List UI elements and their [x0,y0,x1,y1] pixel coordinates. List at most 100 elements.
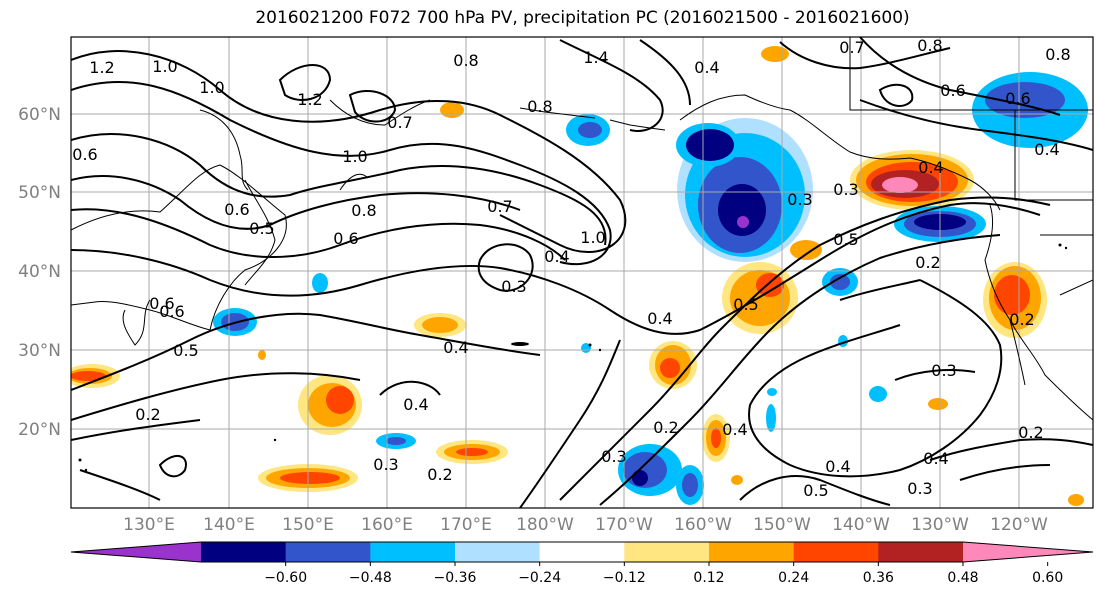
contour-label: 0.6 [333,229,358,248]
contour-label: 1.0 [152,57,177,76]
graticule [71,37,1093,508]
colorbar-extend-min [71,542,201,562]
lon-label: 140°E [203,515,255,535]
contour-label: 1.2 [89,58,114,77]
contour-label: 0.3 [373,455,398,474]
contour-label: 0.4 [443,338,468,357]
lon-label: 180°W [516,515,574,535]
contour-label: 0.2 [427,465,452,484]
contour-label: 0.2 [135,405,160,424]
lon-label: 130°W [911,515,969,535]
lon-label: 120°W [990,515,1048,535]
contour-label: 0.6 [72,145,97,164]
latitude-labels: 60°N 50°N 40°N 30°N 20°N [18,105,61,440]
lon-label: 170°E [440,515,492,535]
lat-label: 30°N [18,341,61,361]
map-area: 1.2 1.0 1.0 1.2 0.8 1.4 0.8 0.4 0.7 0.8 … [71,36,1093,508]
contour-label: 0.3 [501,277,526,296]
colorbar-tick-label: 0.36 [863,570,894,586]
contour-label: 0.6 [1005,89,1030,108]
lat-label: 50°N [18,183,61,203]
colorbar: −0.60 −0.48 −0.36 −0.24 −0.12 0.12 0.24 0.36 0.4… [70,541,1094,586]
colorbar-tick-label: −0.36 [434,570,477,586]
contour-label: 0.8 [453,51,478,70]
colorbar-tick-label: −0.12 [603,570,646,586]
lon-label: 130°E [123,515,175,535]
colorbar-tick-label: 0.12 [693,570,724,586]
contour-label: 0.4 [722,420,747,439]
contour-label: 0.8 [527,97,552,116]
contour-label: 0.4 [923,449,948,468]
precip-positive-shading [71,46,1084,506]
precip-negative-shading [213,72,1088,505]
colorbar-tick-label: 0.48 [947,570,978,586]
contour-label: 1.0 [580,228,605,247]
contour-label: 0.8 [351,201,376,220]
longitude-labels: 130°E 140°E 150°E 160°E 170°E 180°W 170°… [123,515,1048,535]
contour-label: 0.8 [917,36,942,55]
lat-label: 60°N [18,105,61,125]
colorbar-segment [201,542,287,562]
colorbar-tick-label: −0.24 [518,570,561,586]
colorbar-segment [539,542,625,562]
contour-label: 0.4 [918,158,943,177]
contour-label: 0.2 [915,253,940,272]
lon-label: 150°W [753,515,811,535]
contour-label: 0.5 [733,295,758,314]
contour-label: 0.3 [931,361,956,380]
contour-label: 0.3 [787,190,812,209]
contour-label: 0.6 [149,294,174,313]
lat-label: 20°N [18,420,61,440]
contour-label: 1.4 [583,48,608,67]
contour-label: 0.2 [653,418,678,437]
colorbar-extend-max [963,542,1093,562]
colorbar-segment [370,542,456,562]
contour-label: 0.5 [833,230,858,249]
contour-label: 0.5 [803,481,828,500]
contour-label: 0.3 [601,447,626,466]
colorbar-tick-label: −0.60 [264,570,307,586]
contour-label: 0.2 [1018,423,1043,442]
contour-label: 0.8 [1045,45,1070,64]
colorbar-segment [878,542,964,562]
contour-label: 0.6 [940,81,965,100]
contour-label: 1.0 [342,147,367,166]
map-title: 2016021200 F072 700 hPa PV, precipitatio… [255,8,910,28]
lat-label: 40°N [18,262,61,282]
pv-contours [71,37,1093,508]
contour-label: 0.4 [1034,140,1059,159]
contour-label: 0.6 [159,302,184,321]
map-frame [70,36,1094,509]
contour-label: 1.0 [199,78,224,97]
contour-label: 0.4 [694,58,719,77]
contour-label: 0.7 [487,197,512,216]
lon-label: 160°W [674,515,732,535]
contour-label: 0.5 [173,341,198,360]
colorbar-segment [709,542,795,562]
contour-label: 0.5 [249,219,274,238]
contour-label: 0.4 [403,395,428,414]
contour-label: 0.7 [387,113,412,132]
contour-label: 0.7 [839,38,864,57]
colorbar-segment [793,542,879,562]
colorbar-tick-label: −0.48 [349,570,392,586]
contour-label: 0.4 [825,457,850,476]
islands [78,243,1068,472]
colorbar-segment [285,542,371,562]
lon-label: 170°W [595,515,653,535]
lon-label: 140°W [832,515,890,535]
colorbar-segment [624,542,710,562]
contour-label: 1.2 [297,90,322,109]
colorbar-segment [455,542,541,562]
colorbar-tick-label: 0.60 [1032,570,1063,586]
contour-label: 0.6 [224,200,249,219]
contour-label: 0.3 [907,479,932,498]
lon-label: 160°E [361,515,413,535]
colorbar-tick-label: 0.24 [778,570,809,586]
contour-label: 0.2 [1009,310,1034,329]
contour-label: 0.4 [647,309,672,328]
contour-label: 0.4 [544,247,569,266]
contour-labels: 1.2 1.0 1.0 1.2 0.8 1.4 0.8 0.4 0.7 0.8 … [72,36,1070,500]
contour-label: 0.3 [833,180,858,199]
